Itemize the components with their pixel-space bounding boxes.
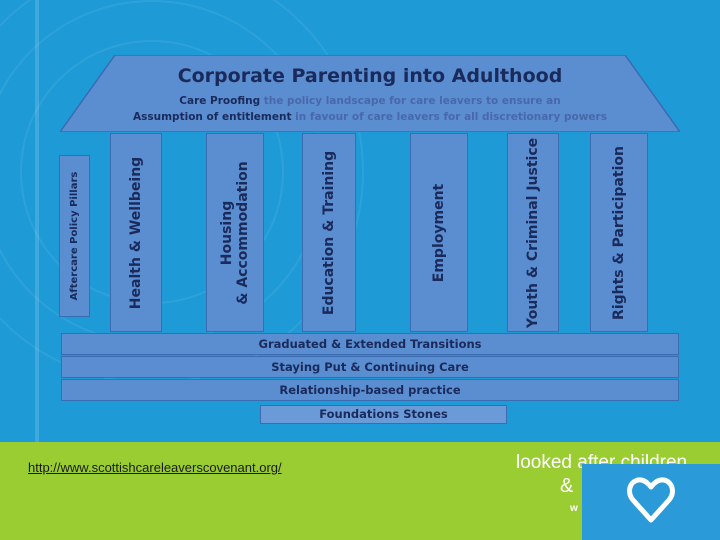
logo-tile <box>582 464 720 540</box>
logo-letter: w <box>570 503 578 514</box>
pillar-rights-participation: Rights & Participation <box>590 133 648 332</box>
pillar-label: Education & Training <box>321 150 337 315</box>
pillar-label-line-1: Housing <box>219 200 235 265</box>
pillar-label: Employment <box>431 183 447 282</box>
pillar-label: Housing & Accommodation <box>219 161 251 304</box>
foundation-stones: Foundations Stones <box>260 405 507 424</box>
pillar-employment: Employment <box>410 133 468 332</box>
pillar-education-training: Education & Training <box>302 133 356 332</box>
side-label-text: Aftercare Policy Pillars <box>68 171 80 301</box>
roof-line-2-bold: Assumption of entitlement <box>133 111 292 123</box>
diagram-title: Corporate Parenting into Adulthood <box>177 65 563 87</box>
pillar-label: Health & Wellbeing <box>128 156 144 309</box>
logo-ampersand: & <box>560 475 574 497</box>
pillar-housing-accommodation: Housing & Accommodation <box>206 133 264 332</box>
aftercare-policy-pillars-label: Aftercare Policy Pillars <box>59 155 90 317</box>
roof-line-2-rest: in favour of care leavers for all discre… <box>295 111 607 123</box>
covenant-url-link[interactable]: http://www.scottishcareleaverscovenant.o… <box>28 460 282 475</box>
roof-line-2: Assumption of entitlement in favour of c… <box>60 111 680 123</box>
band-staying-put: Staying Put & Continuing Care <box>61 356 679 378</box>
roof-line-1: Care Proofing the policy landscape for c… <box>60 95 680 107</box>
band-relationship-practice: Relationship-based practice <box>61 379 679 401</box>
roof-shape <box>60 55 680 132</box>
heart-icon <box>627 477 675 523</box>
decorative-stripe <box>35 0 39 442</box>
roof-line-1-bold: Care Proofing <box>179 95 261 107</box>
pillar-label: Youth & Criminal Justice <box>525 137 541 328</box>
pillar-label-line-2: & Accommodation <box>235 160 251 305</box>
pillar-health-wellbeing: Health & Wellbeing <box>110 133 162 332</box>
pillar-label: Rights & Participation <box>611 145 627 320</box>
pillar-youth-criminal-justice: Youth & Criminal Justice <box>507 133 559 332</box>
band-graduated-transitions: Graduated & Extended Transitions <box>61 333 679 355</box>
roof-line-1-rest: the policy landscape for care leavers to… <box>263 95 561 107</box>
diagram-roof: Corporate Parenting into Adulthood Care … <box>60 55 680 132</box>
